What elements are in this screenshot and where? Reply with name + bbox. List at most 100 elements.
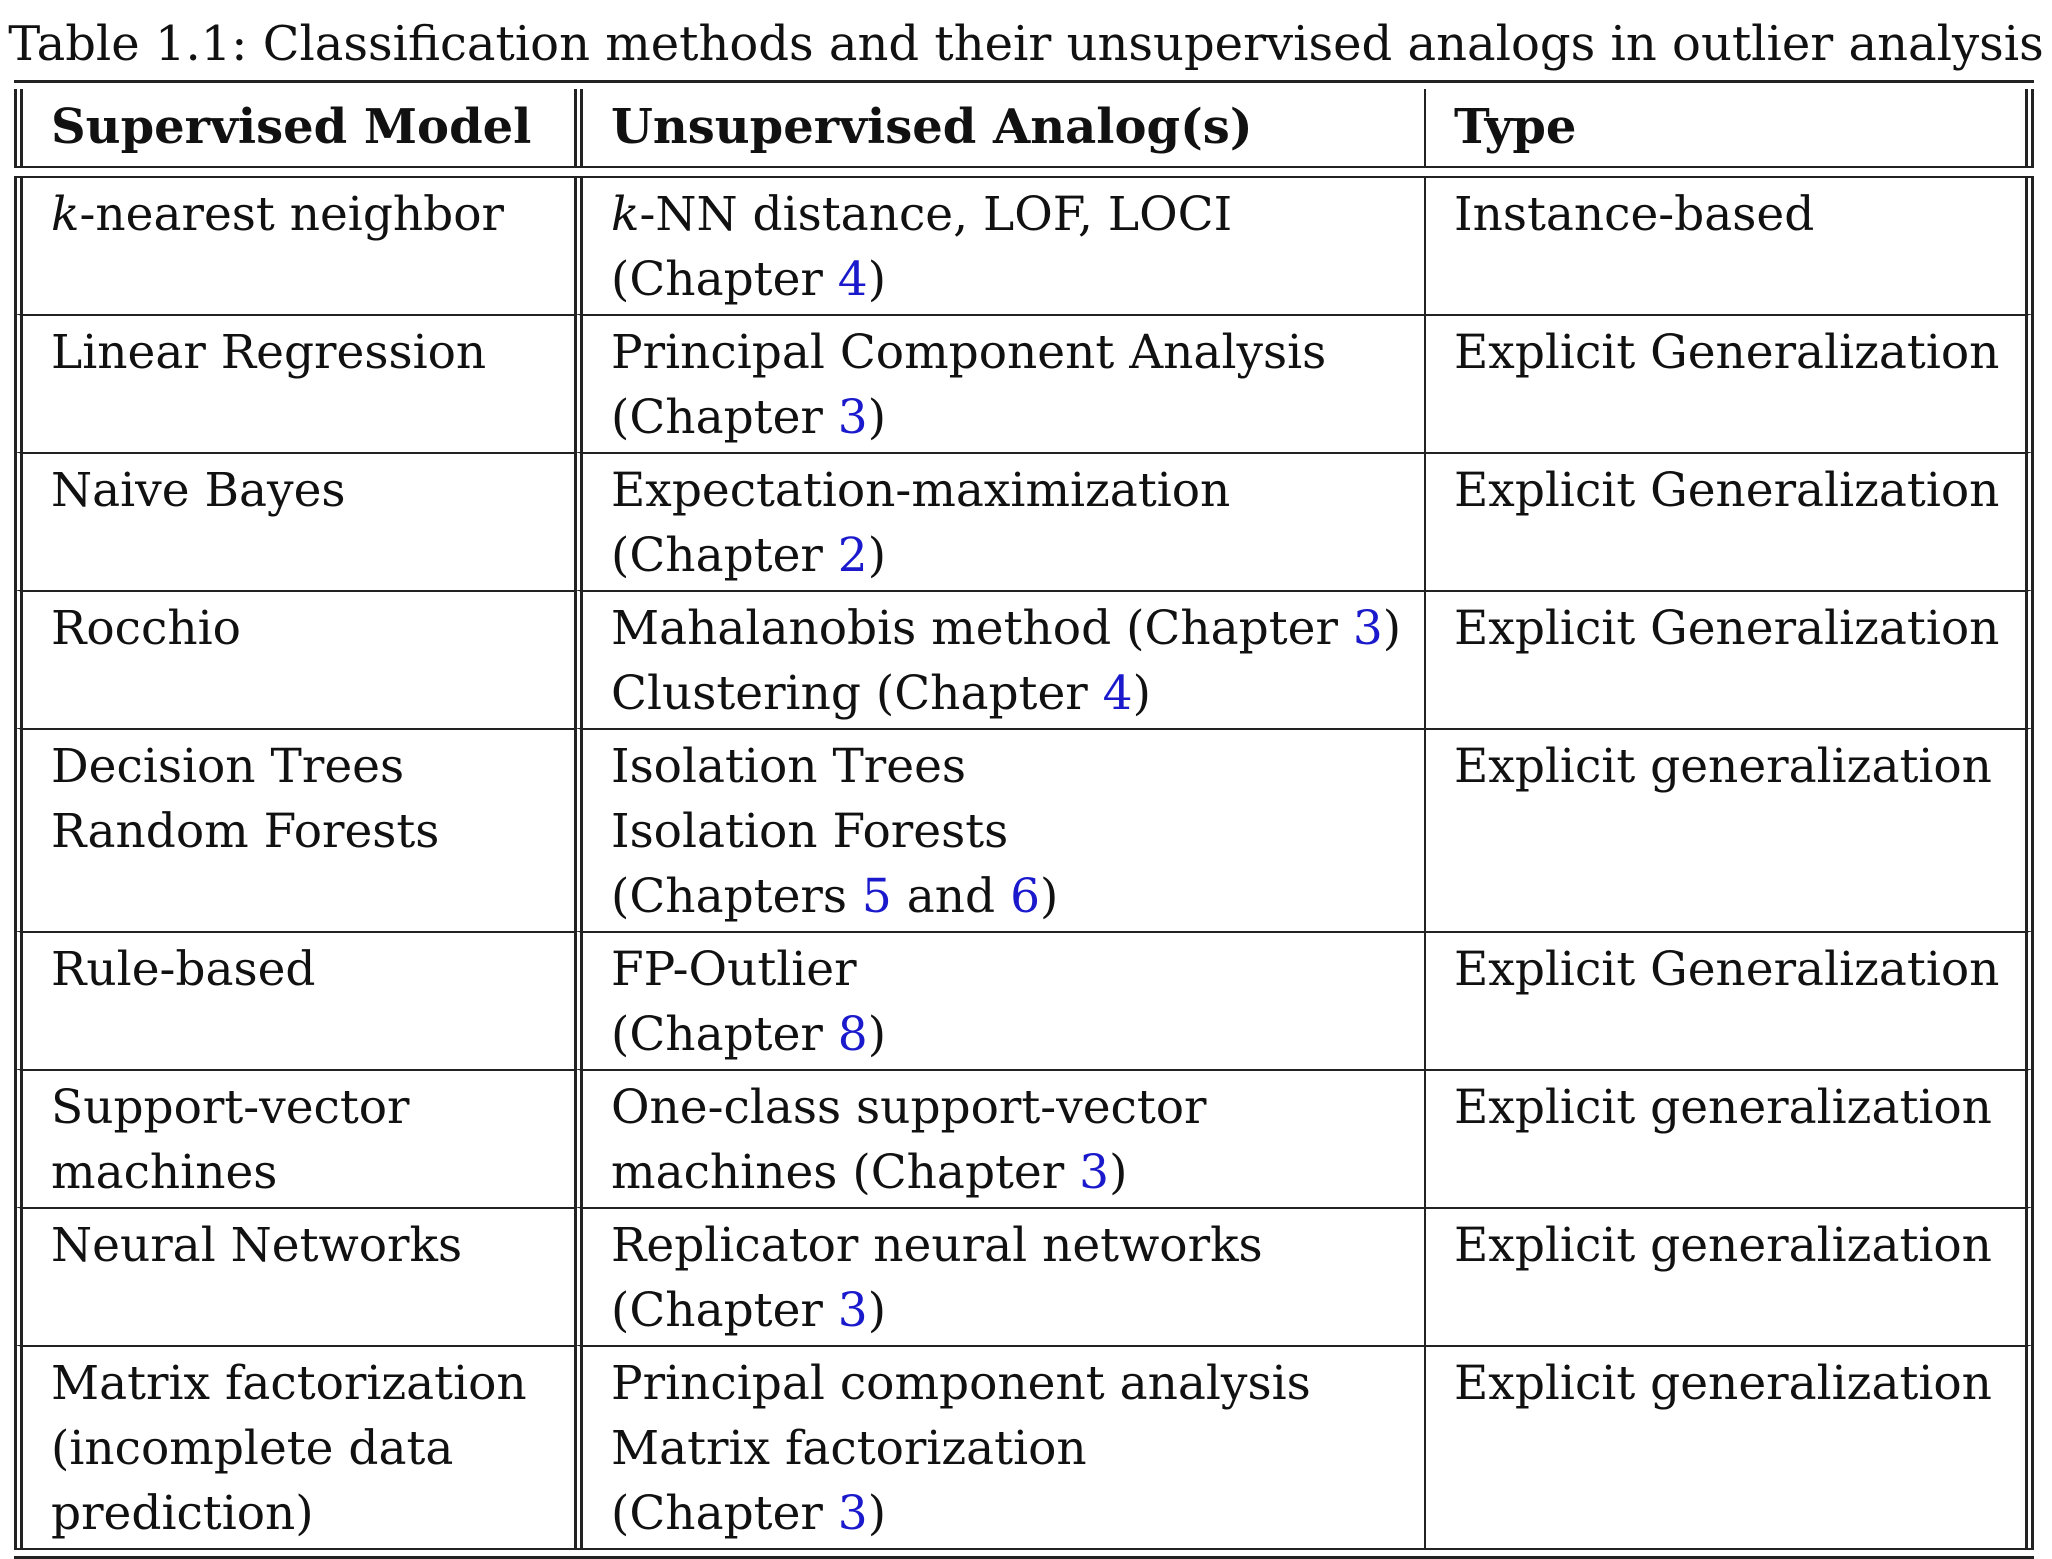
model-line: Random Forests [51,804,440,859]
analog-text: Clustering (Chapter [611,666,1103,721]
analog-line: Clustering (Chapter 4) [611,661,1398,726]
cell-supervised-model: k-nearest neighbor [14,178,574,314]
analog-text: (Chapter [611,1283,838,1338]
cell-type: Explicit Generalization [1424,314,2034,452]
cell-unsupervised-analog: Expectation-maximization (Chapter 2) [574,452,1424,590]
cell-supervised-model: Naive Bayes [14,452,574,590]
analog-text: (Chapter [611,252,838,307]
model-line: Linear Regression [51,325,487,380]
analog-line: (Chapter 4) [611,247,1398,312]
analog-text: ) [1382,601,1402,656]
chapter-link[interactable]: 5 [861,869,892,924]
table-row: Naive Bayes Expectation-maximization (Chap… [14,452,2034,590]
analog-text: Principal Component Analysis [611,325,1327,380]
table-row: k-nearest neighbor k-NN distance, LOF, LO… [14,178,2034,314]
cell-unsupervised-analog: Mahalanobis method (Chapter 3) Clustering… [574,590,1424,728]
header-table: Supervised Model Unsupervised Analog(s) … [14,89,2034,166]
analog-text: Principal component analysis [611,1356,1311,1411]
table-row: Linear Regression Principal Component Ana… [14,314,2034,452]
body-top-rule [14,176,2034,178]
chapter-link[interactable]: 4 [837,252,868,307]
model-line: (incomplete data [51,1421,454,1476]
chapter-link[interactable]: 2 [837,528,868,583]
cell-unsupervised-analog: Principal component analysis Matrix facto… [574,1345,1424,1548]
table-row: Rule-based FP-Outlier (Chapter 8) Explicit … [14,931,2034,1069]
analog-text: ) [867,252,887,307]
analog-text: ) [867,1486,887,1541]
model-line: Rule-based [51,942,316,997]
cell-supervised-model: Rule-based [14,931,574,1069]
analog-text: Expectation-maximization [611,463,1231,518]
cell-supervised-model: Neural Networks [14,1207,574,1345]
cell-type: Explicit generalization [1424,728,2034,931]
analog-line: Isolation Forests [611,799,1398,864]
analog-text: Mahalanobis method (Chapter [611,601,1353,656]
chapter-link[interactable]: 4 [1102,666,1133,721]
cell-unsupervised-analog: Replicator neural networks (Chapter 3) [574,1207,1424,1345]
analog-line: (Chapter 8) [611,1002,1398,1067]
analog-line: Principal Component Analysis [611,320,1398,385]
cell-unsupervised-analog: FP-Outlier (Chapter 8) [574,931,1424,1069]
analog-text: (Chapter [611,528,838,583]
analog-line: machines (Chapter 3) [611,1140,1398,1205]
analog-line: Principal component analysis [611,1351,1398,1416]
analog-text: ) [867,1007,887,1062]
cell-supervised-model: Decision Trees Random Forests [14,728,574,931]
analog-line: One-class support-vector [611,1075,1398,1140]
model-line: machines [51,1145,278,1200]
header-supervised-model: Supervised Model [14,89,574,166]
analog-text: FP-Outlier [611,942,857,997]
header-row: Supervised Model Unsupervised Analog(s) … [14,89,2034,166]
analog-line: (Chapter 3) [611,1481,1398,1546]
cell-type: Explicit generalization [1424,1069,2034,1207]
analog-text: ) [1039,869,1059,924]
analog-line: k-NN distance, LOF, LOCI [611,182,1398,247]
analog-text: Matrix factorization [611,1421,1087,1476]
chapter-link[interactable]: 8 [837,1007,868,1062]
table-caption: Table 1.1: Classification methods and th… [8,16,2044,72]
analog-line: (Chapters 5 and 6) [611,864,1398,929]
model-line: Decision Trees [51,739,405,794]
analog-text: ) [1132,666,1151,721]
table-row: Support-vector machines One-class support-… [14,1069,2034,1207]
analog-text: (Chapter [611,1007,838,1062]
analog-text: Isolation Trees [611,739,967,794]
cell-unsupervised-analog: Principal Component Analysis (Chapter 3) [574,314,1424,452]
analog-line: Isolation Trees [611,734,1398,799]
table-row: Rocchio Mahalanobis method (Chapter 3) Clu… [14,590,2034,728]
analog-line: (Chapter 3) [611,385,1398,450]
table-row: Matrix factorization (incomplete data pred… [14,1345,2034,1548]
analog-line: Expectation-maximization [611,458,1398,523]
analog-text: (Chapter [611,390,838,445]
analog-line: (Chapter 3) [611,1278,1398,1343]
analog-text: ) [867,528,887,583]
analog-text: and [891,869,1011,924]
analog-text: (Chapter [611,1486,838,1541]
cell-supervised-model: Support-vector machines [14,1069,574,1207]
body-table: k-nearest neighbor k-NN distance, LOF, LO… [14,178,2034,1548]
header-unsupervised-analogs: Unsupervised Analog(s) [574,89,1424,166]
chapter-link[interactable]: 3 [837,1486,868,1541]
analog-text: ) [867,390,887,445]
table-row: Neural Networks Replicator neural network… [14,1207,2034,1345]
table-row: Decision Trees Random Forests Isolation Tr… [14,728,2034,931]
cell-type: Instance-based [1424,178,2034,314]
model-line: Matrix factorization [51,1356,527,1411]
top-rule [14,80,2034,83]
chapter-link[interactable]: 3 [837,390,868,445]
model-line: Neural Networks [51,1218,463,1273]
chapter-link[interactable]: 3 [1079,1145,1110,1200]
analog-line: (Chapter 2) [611,523,1398,588]
model-line: k-nearest neighbor [51,187,505,242]
analog-text: ) [1109,1145,1128,1200]
chapter-link[interactable]: 6 [1010,869,1040,924]
analog-line: FP-Outlier [611,937,1398,1002]
model-line: Naive Bayes [51,463,346,518]
analog-text: k-NN distance, LOF, LOCI [611,187,1233,242]
analog-text: (Chapters [611,869,862,924]
chapter-link[interactable]: 3 [1352,601,1383,656]
chapter-link[interactable]: 3 [837,1283,868,1338]
body-bottom-rule [14,1548,2034,1550]
cell-supervised-model: Linear Regression [14,314,574,452]
analog-text: Replicator neural networks [611,1218,1263,1273]
